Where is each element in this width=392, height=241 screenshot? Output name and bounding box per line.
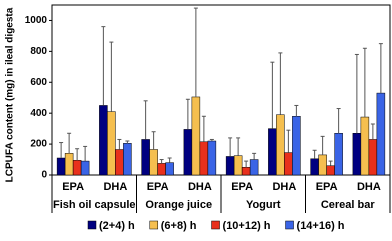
bar <box>64 153 74 176</box>
legend-swatch <box>149 220 159 230</box>
bar <box>149 149 158 176</box>
legend-swatch <box>285 220 294 230</box>
bar <box>292 116 301 176</box>
bar <box>310 158 319 176</box>
group-label: Yogurt <box>246 199 281 211</box>
bar <box>123 143 132 176</box>
group-label: Orange juice <box>145 199 212 211</box>
bar <box>115 149 124 176</box>
bar <box>368 139 378 176</box>
bar <box>241 167 251 176</box>
bar <box>141 139 150 176</box>
y-axis-label: LCPUFA content (mg) in ileal digesta <box>5 7 16 182</box>
y-tick-label: 0 <box>41 170 47 181</box>
bar <box>276 114 285 176</box>
y-tick-label: 600 <box>30 77 47 88</box>
x-tick-label: DHA <box>272 181 296 193</box>
bar <box>80 160 90 176</box>
bar <box>268 128 277 176</box>
legend-label: (10+12) h <box>223 220 271 232</box>
bar <box>183 129 193 176</box>
bar <box>376 92 386 176</box>
bar <box>107 111 116 176</box>
y-tick-label: 400 <box>30 108 47 119</box>
y-tick-label: 200 <box>30 139 47 150</box>
bar <box>165 162 174 176</box>
bar <box>284 152 293 176</box>
bar <box>199 141 209 176</box>
bar <box>56 157 66 176</box>
legend-swatch <box>211 220 220 230</box>
bar <box>249 159 259 176</box>
y-tick-label: 800 <box>30 46 47 57</box>
x-tick-label: EPA <box>316 181 338 193</box>
x-tick-label: EPA <box>62 181 84 193</box>
x-tick-label: EPA <box>147 181 169 193</box>
bar <box>72 160 82 176</box>
x-tick-label: DHA <box>103 181 127 193</box>
legend-label: (6+8) h <box>161 220 197 232</box>
bar <box>352 133 362 176</box>
bar <box>233 155 243 176</box>
bar <box>157 163 166 176</box>
x-tick-label: DHA <box>357 181 381 193</box>
x-tick-label: EPA <box>231 181 253 193</box>
x-tick-label: DHA <box>188 181 212 193</box>
legend-label: (2+4) h <box>99 220 135 232</box>
y-tick-label: 1000 <box>25 15 48 26</box>
bar <box>318 154 327 176</box>
group-label: Fish oil capsule <box>53 199 136 211</box>
bar <box>334 133 343 176</box>
bar <box>207 140 217 176</box>
bar <box>225 156 235 176</box>
bar <box>191 96 201 176</box>
group-label: Cereal bar <box>321 199 376 211</box>
legend-swatch <box>87 220 97 230</box>
bar <box>99 105 108 176</box>
legend-label: (14+16) h <box>297 220 345 232</box>
bar <box>360 116 370 176</box>
bar <box>326 165 335 176</box>
